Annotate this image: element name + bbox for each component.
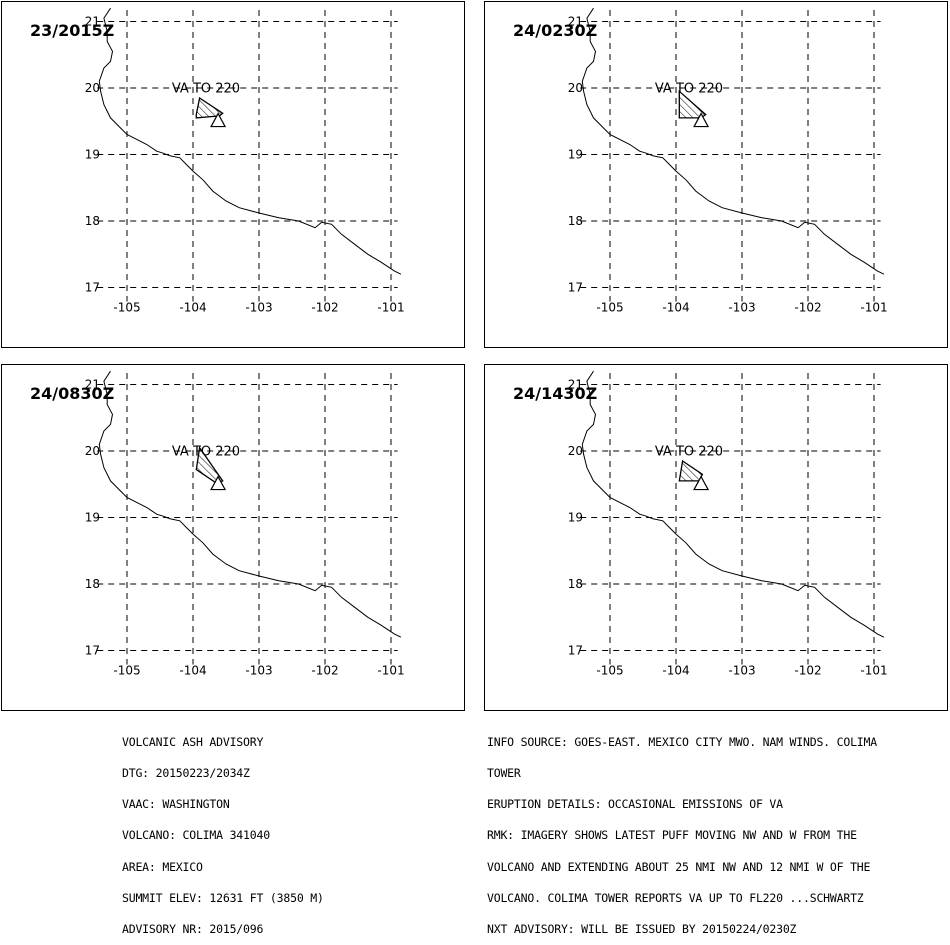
advisory-line: INFO SOURCE: GOES-EAST. MEXICO CITY MWO.… xyxy=(487,734,877,749)
latitude-tick-label: 20 xyxy=(568,444,583,458)
latitude-tick-label: 19 xyxy=(85,511,100,525)
advisory-info-right: INFO SOURCE: GOES-EAST. MEXICO CITY MWO.… xyxy=(487,716,877,945)
coastline xyxy=(98,7,402,275)
advisory-line: VOLCANO AND EXTENDING ABOUT 25 NMI NW AN… xyxy=(487,859,871,874)
advisory-line: DTG: 20150223/2034Z xyxy=(122,766,250,781)
latitude-tick-label: 20 xyxy=(85,81,100,95)
latitude-tick-label: 21 xyxy=(568,15,583,29)
volcanic-ash-area xyxy=(678,459,704,482)
latitude-tick-label: 17 xyxy=(85,281,100,295)
advisory-info-left: VOLCANIC ASH ADVISORY DTG: 20150223/2034… xyxy=(122,716,324,945)
volcanic-ash-area xyxy=(195,96,224,119)
latitude-tick-label: 18 xyxy=(85,214,100,228)
ash-annotation-label: VA TO 220 xyxy=(655,445,723,460)
advisory-line: SUMMIT ELEV: 12631 FT (3850 M) xyxy=(122,890,324,905)
longitude-tick-label: -101 xyxy=(377,664,404,678)
latitude-tick-label: 21 xyxy=(568,378,583,392)
advisory-line: NXT ADVISORY: WILL BE ISSUED BY 20150224… xyxy=(487,922,797,937)
latitude-tick-label: 18 xyxy=(568,214,583,228)
latitude-tick-label: 18 xyxy=(85,577,100,591)
advisory-line: TOWER xyxy=(487,766,521,781)
latitude-tick-label: 20 xyxy=(85,444,100,458)
volcano-triangle-icon xyxy=(210,112,227,128)
longitude-tick-label: -105 xyxy=(596,664,623,678)
longitude-tick-label: -101 xyxy=(860,664,887,678)
advisory-line: ERUPTION DETAILS: OCCASIONAL EMISSIONS O… xyxy=(487,797,783,812)
longitude-tick-label: -105 xyxy=(113,664,140,678)
advisory-line: RMK: IMAGERY SHOWS LATEST PUFF MOVING NW… xyxy=(487,828,857,843)
volcano-triangle-icon xyxy=(210,475,227,491)
longitude-tick-label: -103 xyxy=(728,664,755,678)
latitude-tick-label: 19 xyxy=(85,148,100,162)
ash-annotation-label: VA TO 220 xyxy=(655,82,723,97)
longitude-tick-label: -103 xyxy=(728,301,755,315)
advisory-line: ADVISORY NR: 2015/096 xyxy=(122,922,264,937)
latitude-tick-label: 21 xyxy=(85,378,100,392)
coastline xyxy=(581,370,885,638)
longitude-tick-label: -101 xyxy=(860,301,887,315)
latitude-tick-label: 17 xyxy=(568,644,583,658)
latitude-tick-label: 17 xyxy=(568,281,583,295)
ash-annotation-label: VA TO 220 xyxy=(172,82,240,97)
latitude-tick-label: 17 xyxy=(85,644,100,658)
volcano-triangle-icon xyxy=(693,112,710,128)
advisory-line: VOLCANIC ASH ADVISORY xyxy=(122,734,264,749)
longitude-tick-label: -102 xyxy=(794,301,821,315)
longitude-tick-label: -104 xyxy=(179,301,206,315)
map-panel-3-svg: -105 -104 -103 -102 -101 21 20 19 18 17 VA TO 220 2… xyxy=(30,370,405,678)
coastline xyxy=(98,370,402,638)
advisory-line: AREA: MEXICO xyxy=(122,859,203,874)
longitude-tick-label: -102 xyxy=(311,664,338,678)
advisory-line: VAAC: WASHINGTON xyxy=(122,797,230,812)
map-panel-1-svg: -105 -104 -103 -102 -101 21 20 19 18 17 VA TO 220 2… xyxy=(30,7,405,315)
longitude-tick-label: -104 xyxy=(179,664,206,678)
longitude-tick-label: -104 xyxy=(662,664,689,678)
map-panel-4-svg: -105 -104 -103 -102 -101 21 20 19 18 17 VA TO 220 2… xyxy=(513,370,888,678)
panel-time-title: 24/0830Z xyxy=(30,384,114,403)
map-panel-2: -105 -104 -103 -102 -101 21 20 19 18 17 VA TO 220 2… xyxy=(484,1,948,348)
longitude-tick-label: -102 xyxy=(311,301,338,315)
latitude-tick-label: 18 xyxy=(568,577,583,591)
longitude-tick-label: -105 xyxy=(113,301,140,315)
longitude-tick-label: -104 xyxy=(662,301,689,315)
map-panel-3: -105 -104 -103 -102 -101 21 20 19 18 17 VA TO 220 2… xyxy=(1,364,465,711)
panel-time-title: 24/0230Z xyxy=(513,21,597,40)
volcano-triangle-icon xyxy=(693,475,710,491)
longitude-tick-label: -103 xyxy=(245,664,272,678)
map-panel-4: -105 -104 -103 -102 -101 21 20 19 18 17 VA TO 220 2… xyxy=(484,364,948,711)
coastline xyxy=(581,7,885,275)
longitude-tick-label: -101 xyxy=(377,301,404,315)
map-panel-2-svg: -105 -104 -103 -102 -101 21 20 19 18 17 VA TO 220 2… xyxy=(513,7,888,315)
latitude-tick-label: 20 xyxy=(568,81,583,95)
panel-time-title: 23/2015Z xyxy=(30,21,114,40)
advisory-line: VOLCANO. COLIMA TOWER REPORTS VA UP TO F… xyxy=(487,890,864,905)
longitude-tick-label: -103 xyxy=(245,301,272,315)
longitude-tick-label: -105 xyxy=(596,301,623,315)
latitude-tick-label: 21 xyxy=(85,15,100,29)
map-panel-1: -105 -104 -103 -102 -101 21 20 19 18 17 VA TO 220 2… xyxy=(1,1,465,348)
panel-time-title: 24/1430Z xyxy=(513,384,597,403)
latitude-tick-label: 19 xyxy=(568,511,583,525)
advisory-line: VOLCANO: COLIMA 341040 xyxy=(122,828,270,843)
latitude-tick-label: 19 xyxy=(568,148,583,162)
ash-annotation-label: VA TO 220 xyxy=(172,445,240,460)
longitude-tick-label: -102 xyxy=(794,664,821,678)
